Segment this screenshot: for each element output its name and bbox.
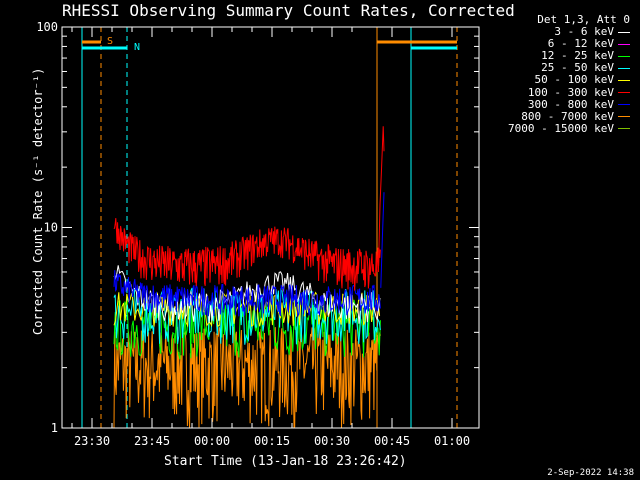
legend-item: 7000 - 15000 keV (480, 121, 630, 135)
series-300-800keV (113, 270, 381, 318)
legend-item: 800 - 7000 keV (480, 109, 630, 123)
x-tick-label: 00:30 (314, 434, 350, 448)
flare-spike-blue (380, 192, 385, 288)
legend-item-label: 6 - 12 keV (547, 37, 614, 51)
flag-label-S: S (107, 36, 113, 47)
legend-header: Det 1,3, Att 0 (537, 13, 630, 26)
series-100-300keV (113, 218, 381, 291)
legend-swatch (618, 92, 630, 94)
legend-item-label: 300 - 800 keV (527, 97, 614, 111)
traces (113, 218, 381, 428)
series-800-7000keV (113, 326, 381, 428)
footer-date: 2-Sep-2022 14:38 (547, 468, 634, 478)
legend-item: 6 - 12 keV (480, 38, 630, 50)
legend-item: 100 - 300 keV (480, 85, 630, 99)
legend-item-label: 3 - 6 keV (554, 25, 614, 39)
legend-item-label: 12 - 25 keV (541, 49, 614, 63)
legend-item-label: 800 - 7000 keV (521, 109, 614, 123)
flag-label-N: N (134, 42, 140, 53)
legend-item: 300 - 800 keV (480, 97, 630, 111)
legend-swatch (618, 31, 630, 33)
y-axis-label: Corrected Count Rate (s⁻¹ detector⁻¹) (31, 67, 45, 335)
legend-item-label: 7000 - 15000 keV (508, 121, 614, 135)
legend-swatch (618, 43, 630, 45)
y-tick-label: 100 (36, 20, 58, 34)
x-tick-label: 23:30 (74, 434, 110, 448)
x-tick-label: 23:45 (134, 434, 170, 448)
legend-item: 3 - 6 keV (480, 25, 630, 39)
legend-item-label: 50 - 100 keV (534, 73, 614, 87)
legend-item: 12 - 25 keV (480, 50, 630, 62)
legend-item-label: 100 - 300 keV (527, 85, 614, 99)
y-tick-label: 1 (51, 421, 58, 435)
x-tick-label: 01:00 (434, 434, 470, 448)
legend-swatch (618, 104, 630, 106)
legend-swatch (618, 116, 630, 118)
legend-swatch (618, 128, 630, 130)
flare-spike-red (377, 126, 385, 272)
x-axis-label: Start Time (13-Jan-18 23:26:42) (164, 454, 407, 469)
x-tick-label: 00:00 (194, 434, 230, 448)
chart-title: RHESSI Observing Summary Count Rates, Co… (62, 1, 515, 20)
legend-item: 25 - 50 keV (480, 62, 630, 74)
x-tick-label: 00:45 (374, 434, 410, 448)
legend-item: 50 - 100 keV (480, 74, 630, 86)
legend-swatch (618, 67, 630, 69)
y-tick-label: 10 (44, 221, 58, 235)
legend-item-label: 25 - 50 keV (541, 61, 614, 75)
legend: Det 1,3, Att 0 3 - 6 keV 6 - 12 keV 12 - 2… (480, 13, 630, 135)
legend-swatch (618, 55, 630, 57)
x-tick-label: 00:15 (254, 434, 290, 448)
legend-swatch (618, 80, 630, 82)
